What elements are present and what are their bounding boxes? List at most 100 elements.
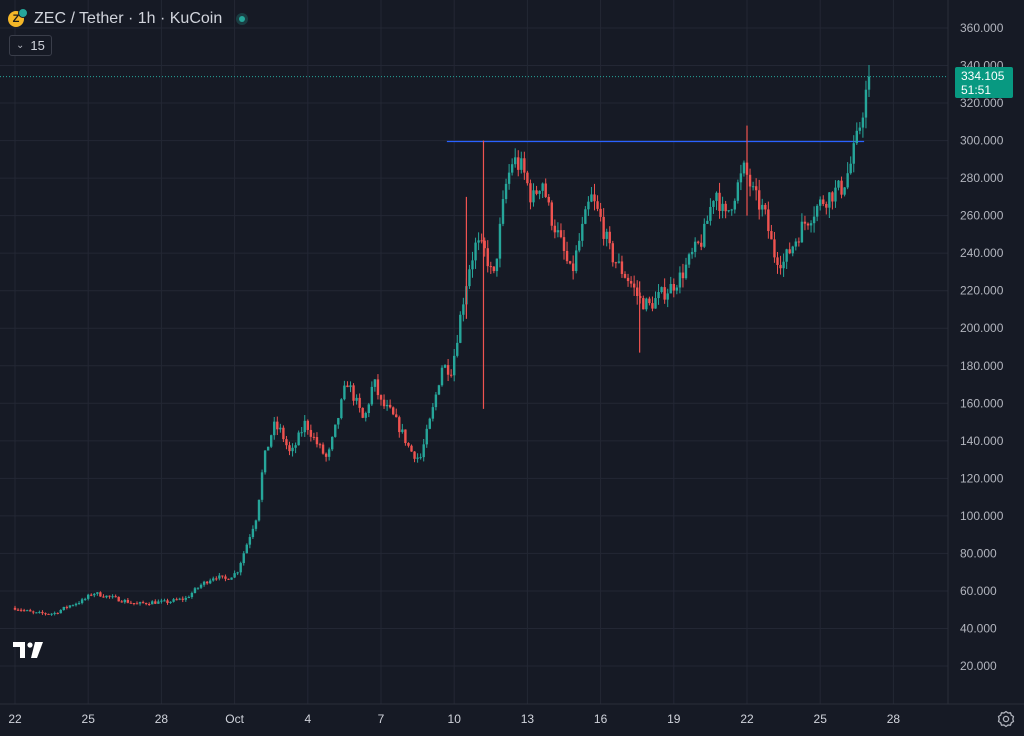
candle-body xyxy=(532,190,535,203)
candle-body xyxy=(22,610,26,612)
candle-body xyxy=(337,418,340,425)
candle-body xyxy=(404,429,407,444)
candle-body xyxy=(407,443,410,446)
candle-body xyxy=(550,202,553,226)
x-tick-label: 10 xyxy=(448,712,462,726)
candle-body xyxy=(71,605,75,607)
candle-body xyxy=(687,254,691,265)
x-tick-label: 28 xyxy=(887,712,901,726)
candle-body xyxy=(815,205,819,217)
candle-body xyxy=(53,612,56,614)
candle-body xyxy=(425,428,428,445)
candle-body xyxy=(724,203,727,212)
candle-body xyxy=(648,298,651,304)
candle-body xyxy=(90,594,93,596)
candle-body xyxy=(111,596,114,598)
candle-body xyxy=(593,194,596,202)
candle-body xyxy=(541,183,544,191)
x-tick-label: 28 xyxy=(155,712,169,726)
candle-body xyxy=(446,365,450,375)
y-tick-label: 260.000 xyxy=(960,209,1004,223)
x-tick-label: Oct xyxy=(225,712,244,726)
x-tick-label: 16 xyxy=(594,712,608,726)
candle-body xyxy=(196,587,200,589)
candle-body xyxy=(205,581,209,584)
candle-body xyxy=(47,613,50,615)
tradingview-logo-icon[interactable] xyxy=(13,642,45,660)
candle-body xyxy=(288,445,291,452)
y-tick-label: 180.000 xyxy=(960,359,1004,373)
x-tick-label: 22 xyxy=(740,712,754,726)
candle-body xyxy=(666,293,669,300)
candle-body xyxy=(629,281,633,284)
candle-body xyxy=(379,395,383,400)
candle-body xyxy=(721,203,724,211)
candle-body xyxy=(395,414,398,418)
candle-body xyxy=(309,429,313,437)
y-tick-label: 300.000 xyxy=(960,134,1004,148)
candle-body xyxy=(480,240,483,242)
candle-body xyxy=(56,612,59,614)
candle-body xyxy=(324,453,328,457)
candle-body xyxy=(767,209,770,232)
y-tick-label: 240.000 xyxy=(960,246,1004,260)
candle-body xyxy=(651,303,654,309)
candle-body xyxy=(190,592,194,597)
candle-body xyxy=(428,418,431,429)
candle-body xyxy=(148,604,151,606)
candle-body xyxy=(105,595,108,598)
candle-body xyxy=(822,199,825,204)
candle-body xyxy=(129,602,133,604)
candle-body xyxy=(50,613,53,615)
candle-body xyxy=(495,258,499,272)
candle-body xyxy=(221,575,224,577)
indicators-toggle-button[interactable]: ⌄ 15 xyxy=(9,35,52,56)
candle-body xyxy=(858,127,862,131)
candle-body xyxy=(828,192,831,208)
candle-body xyxy=(672,283,675,291)
candle-body xyxy=(416,457,419,459)
candle-body xyxy=(35,612,38,614)
symbol-title[interactable]: ZEC / Tether · 1h · KuCoin xyxy=(34,10,223,27)
candle-body xyxy=(623,273,627,278)
chevron-down-icon: ⌄ xyxy=(16,40,25,51)
settings-gear-icon[interactable] xyxy=(997,710,1015,728)
candle-body xyxy=(242,553,245,564)
candle-body xyxy=(398,417,401,433)
candle-body xyxy=(117,596,120,602)
candle-body xyxy=(93,593,96,596)
candle-body xyxy=(556,230,560,233)
candle-body xyxy=(87,594,90,599)
candle-body xyxy=(779,264,782,269)
market-open-status-icon xyxy=(236,13,249,25)
candle-body xyxy=(68,605,72,608)
candle-body xyxy=(565,250,569,262)
candle-body xyxy=(102,596,105,598)
candle-body xyxy=(709,206,712,221)
candle-body xyxy=(312,436,316,438)
x-tick-label: 25 xyxy=(82,712,96,726)
candle-body xyxy=(276,421,279,430)
candle-body xyxy=(852,143,855,164)
candle-body xyxy=(855,130,858,144)
candle-body xyxy=(459,314,462,343)
candle-body xyxy=(370,386,374,405)
last-price-value: 334.105 xyxy=(961,69,1005,83)
candle-body xyxy=(809,223,813,226)
candle-body xyxy=(227,578,230,580)
candle-body xyxy=(626,277,630,282)
candle-body xyxy=(41,611,44,614)
candle-body xyxy=(184,597,187,600)
candle-body xyxy=(74,603,78,606)
candle-body xyxy=(334,424,337,437)
candle-body xyxy=(361,407,364,418)
candle-body xyxy=(547,196,550,203)
candle-body xyxy=(736,182,740,201)
candle-body xyxy=(257,499,261,521)
candle-body xyxy=(669,283,672,294)
candle-body xyxy=(77,603,81,605)
candle-body xyxy=(684,264,688,279)
x-tick-label: 22 xyxy=(8,712,22,726)
candle-body xyxy=(645,298,648,310)
